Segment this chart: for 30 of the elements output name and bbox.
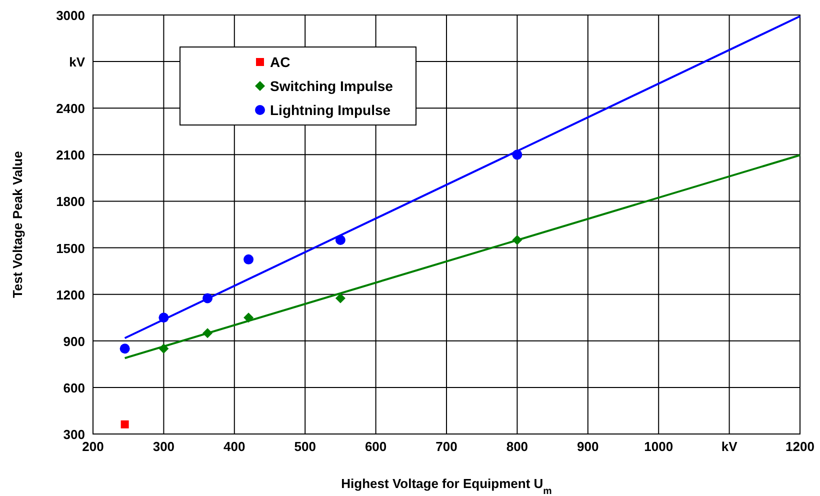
y-tick-label: 3000 <box>56 8 85 23</box>
x-tick-label: 1000 <box>644 439 674 454</box>
y-tick-label: 2400 <box>56 101 85 116</box>
y-tick-label: 1800 <box>56 194 85 210</box>
point <box>120 344 130 354</box>
x-tick-label: 800 <box>506 439 528 454</box>
y-tick-label: 900 <box>63 334 85 349</box>
y-tick-label: 600 <box>63 380 85 396</box>
y-tick-label: 300 <box>63 427 85 442</box>
y-axis-title: Test Voltage Peak Value <box>10 151 25 298</box>
x-tick-label: 600 <box>364 439 387 454</box>
x-tick-label: 900 <box>577 439 599 454</box>
y-tick-label: 1500 <box>56 240 85 256</box>
x-tick-label: 400 <box>224 439 246 454</box>
x-axis-title: Highest Voltage for Equipment U$_{m}$ <box>341 476 552 496</box>
x-tick-label: 700 <box>436 439 458 454</box>
y-tick-label: kV <box>69 54 86 70</box>
x-tick-label: 500 <box>294 439 316 454</box>
x-tick-label: 300 <box>152 439 175 454</box>
y-tick-label: 2100 <box>56 148 85 163</box>
legend-label: Lightning Impulse <box>270 102 391 118</box>
legend-label: Switching Impulse <box>270 78 394 94</box>
legend-label: AC <box>270 54 290 70</box>
x-tick-label: 1200 <box>786 439 814 454</box>
point <box>335 293 346 304</box>
point <box>244 254 254 264</box>
x-tick-label: kV <box>721 439 738 454</box>
x-tick-label: 200 <box>82 439 104 454</box>
y-tick-label: 1200 <box>56 287 85 302</box>
point <box>120 420 129 428</box>
